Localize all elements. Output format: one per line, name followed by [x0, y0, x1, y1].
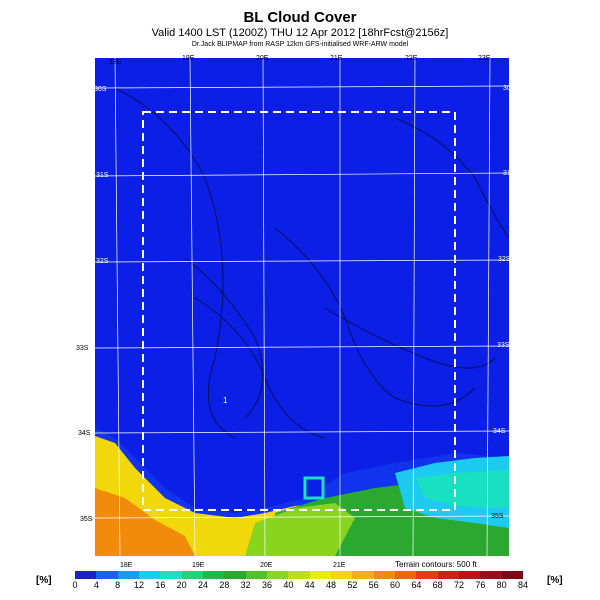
lat-label-right-33s: 33S: [497, 342, 510, 349]
lon-label-bottom-19e: 19E: [192, 562, 205, 569]
color-legend-bar: [75, 571, 523, 579]
lat-label-right-30s: 30S: [503, 85, 516, 92]
cloud-field-lightgreen: [245, 503, 355, 556]
lon-label-top-18e: 18E: [109, 59, 122, 66]
cloud-cover-map: 1: [95, 58, 509, 556]
legend-tick-label: 44: [304, 580, 315, 590]
legend-swatch: [352, 571, 374, 579]
lon-label-bottom-21e: 21E: [333, 562, 346, 569]
legend-swatch: [373, 571, 395, 579]
lat-lon-grid: [95, 58, 509, 556]
legend-tick-label: 12: [133, 580, 145, 590]
lat-label-right-34s: 34S: [493, 428, 506, 435]
lat-label-left-32s: 32S: [96, 258, 109, 265]
lat-label-right-35s: 35S: [491, 513, 504, 520]
legend-tick-label: 56: [368, 580, 379, 590]
legend-swatch: [75, 571, 97, 579]
legend-tick-label: 48: [325, 580, 337, 590]
legend-swatch: [224, 571, 246, 579]
legend-tick-label: 24: [197, 580, 209, 590]
legend-tick-label: 32: [240, 580, 251, 590]
lon-label-top-22e: 22E: [405, 55, 418, 62]
terrain-contours: [114, 87, 509, 439]
lat-label-left-35s: 35S: [80, 516, 93, 523]
legend-tick-label: 84: [517, 580, 529, 590]
legend-swatch: [160, 571, 182, 579]
lon-label-bottom-18e: 18E: [120, 562, 133, 569]
legend-swatch: [416, 571, 438, 579]
legend-swatch: [138, 571, 161, 579]
legend-swatch: [309, 571, 331, 579]
legend-swatch: [202, 571, 225, 579]
lat-label-right-31s: 31S: [503, 170, 516, 177]
lat-label-left-34s: 34S: [78, 430, 91, 437]
legend-swatch: [181, 571, 203, 579]
terrain-contour-note: Terrain contours: 500 ft: [395, 560, 477, 569]
map-title: BL Cloud Cover: [243, 9, 357, 26]
legend-swatch: [501, 571, 523, 579]
legend-tick-label: 64: [411, 580, 422, 590]
legend-tick-label: 28: [219, 580, 230, 590]
legend-swatch: [288, 571, 310, 579]
lon-label-bottom-20e: 20E: [260, 562, 273, 569]
land-area: [95, 58, 509, 513]
legend-swatch: [394, 571, 417, 579]
legend-swatch: [330, 571, 353, 579]
legend-swatch: [437, 571, 459, 579]
legend-tick-label: 0: [72, 580, 78, 590]
lat-label-left-33s: 33S: [76, 345, 89, 352]
legend-tick-label: 36: [261, 580, 273, 590]
legend-tick-label: 40: [283, 580, 294, 590]
lon-label-top-21e: 21E: [330, 55, 343, 62]
legend-tick-label: 4: [93, 580, 99, 590]
legend-unit-left: [%]: [36, 575, 52, 586]
color-legend-ticks: 0 4 8 12 16 20 24 28 32 36 40 44 48 52 56 60 64 68 72 76 80 8…: [72, 580, 528, 592]
legend-tick-label: 8: [115, 580, 121, 590]
legend-tick-label: 76: [475, 580, 486, 590]
legend-swatch: [458, 571, 481, 579]
legend-tick-label: 60: [389, 580, 401, 590]
legend-swatch: [266, 571, 289, 579]
lat-label-right-32s: 32S: [498, 256, 511, 263]
legend-unit-right: [%]: [547, 575, 563, 586]
lat-label-left-31s: 31S: [96, 172, 109, 179]
cloud-cell: [303, 476, 325, 500]
legend-tick-label: 52: [347, 580, 358, 590]
legend-tick-label: 20: [176, 580, 187, 590]
lat-label-left-30s: 30S: [94, 86, 107, 93]
lon-label-top-23e: 23E: [478, 55, 491, 62]
cloud-field-teal: [415, 470, 509, 508]
legend-tick-label: 80: [496, 580, 507, 590]
forecast-region-outline: [142, 111, 456, 511]
legend-tick-label: 68: [432, 580, 443, 590]
legend-swatch: [96, 571, 118, 579]
legend-swatch: [245, 571, 267, 579]
legend-tick-label: 16: [155, 580, 166, 590]
legend-swatch: [480, 571, 502, 579]
legend-tick-label: 72: [453, 580, 465, 590]
legend-swatch: [117, 571, 139, 579]
model-credit: Dr.Jack BLIPMAP from RASP 12km GFS-initi…: [191, 41, 409, 48]
point-marker: 1: [223, 396, 228, 405]
lon-label-top-19e: 19E: [182, 55, 195, 62]
lon-label-top-20e: 20E: [256, 55, 269, 62]
map-subtitle: Valid 1400 LST (1200Z) THU 12 Apr 2012 […: [151, 27, 449, 39]
